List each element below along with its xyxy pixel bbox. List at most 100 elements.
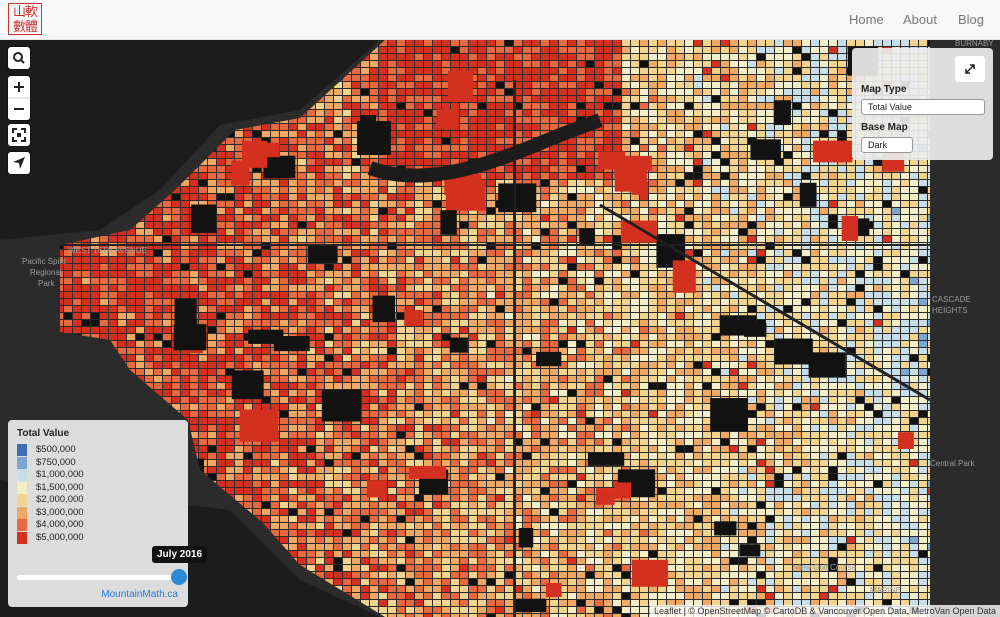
parcel [244, 229, 252, 235]
parcel [730, 40, 738, 46]
parcel [793, 75, 801, 81]
logo[interactable]: 山軟數體 [8, 3, 42, 35]
parcel [703, 201, 711, 207]
parcel [541, 236, 549, 242]
parcel [568, 299, 576, 305]
parcel [523, 278, 531, 284]
parcel [712, 390, 720, 396]
parcel [721, 250, 729, 256]
nav-link[interactable]: About [903, 12, 937, 27]
parcel [496, 383, 504, 389]
parcel [667, 173, 675, 179]
parcel [694, 341, 702, 347]
parcel [856, 173, 864, 179]
parcel [730, 54, 738, 60]
parcel [901, 327, 909, 333]
parcel [289, 362, 297, 368]
map[interactable]: WEST 16TH AVENUE Pacific Spirit Regional… [0, 40, 1000, 617]
nav-link[interactable]: Blog [958, 12, 985, 27]
parcel [352, 229, 360, 235]
parcel [883, 292, 891, 298]
parcel [541, 292, 549, 298]
parcel [577, 40, 585, 46]
parcel [928, 40, 930, 46]
parcel [631, 369, 639, 375]
parcel [505, 250, 513, 256]
parcel [595, 222, 603, 228]
parcel [307, 390, 315, 396]
parcel [892, 173, 900, 179]
parcel [451, 264, 459, 270]
parcel [451, 278, 459, 284]
parcel [523, 215, 531, 221]
parcel [784, 61, 792, 67]
parcel [559, 96, 567, 102]
parcel [703, 278, 711, 284]
parcel [838, 257, 846, 263]
parcel [460, 47, 468, 53]
parcel [874, 173, 882, 179]
parcel [523, 236, 531, 242]
parcel [388, 264, 396, 270]
parcel [496, 75, 504, 81]
parcel [694, 159, 702, 165]
parcel [469, 236, 477, 242]
parcel [730, 376, 738, 382]
parcel [892, 383, 900, 389]
parcel [667, 383, 675, 389]
parcel [820, 285, 828, 291]
parcel [298, 285, 306, 291]
parcel [442, 145, 450, 151]
parcel [496, 222, 504, 228]
parcel [118, 271, 126, 277]
parcel [523, 110, 531, 116]
parcel [766, 117, 774, 123]
parcel [694, 152, 702, 158]
parcel [928, 222, 930, 228]
parcel [379, 320, 387, 326]
parcel [451, 383, 459, 389]
parcel [838, 250, 846, 256]
parcel [550, 390, 558, 396]
parcel [604, 257, 612, 263]
parcel [361, 187, 369, 193]
parcel [415, 96, 423, 102]
parcel [361, 159, 369, 165]
parcel [820, 180, 828, 186]
parcel [334, 152, 342, 158]
parcel [784, 362, 792, 368]
parcel [730, 187, 738, 193]
parcel [739, 250, 747, 256]
parcel [739, 68, 747, 74]
parcel [487, 362, 495, 368]
parcel [541, 82, 549, 88]
parcel [595, 40, 603, 46]
parcel [91, 313, 99, 319]
parcel [595, 348, 603, 354]
parcel [514, 236, 522, 242]
parcel [487, 138, 495, 144]
parcel [316, 313, 324, 319]
parcel [244, 334, 252, 340]
parcel [478, 327, 486, 333]
parcel [901, 229, 909, 235]
parcel [469, 145, 477, 151]
parcel [559, 75, 567, 81]
parcel [451, 369, 459, 375]
parcel [856, 383, 864, 389]
parcel [811, 215, 819, 221]
parcel [361, 229, 369, 235]
parcel [622, 292, 630, 298]
parcel [793, 110, 801, 116]
parcel [397, 40, 405, 46]
parcel [370, 236, 378, 242]
parcel [451, 271, 459, 277]
nav-link[interactable]: Home [849, 12, 884, 27]
parcel [901, 355, 909, 361]
parcel [253, 236, 261, 242]
parcel [496, 285, 504, 291]
parcel [424, 306, 432, 312]
parcel [469, 327, 477, 333]
parcel [460, 257, 468, 263]
parcel [424, 292, 432, 298]
